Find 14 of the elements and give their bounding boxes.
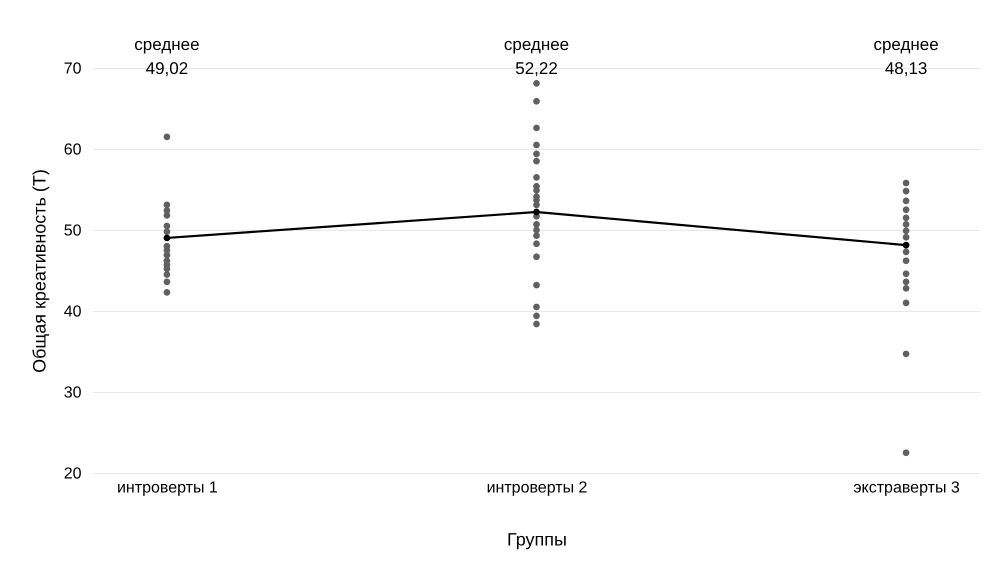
y-axis-title: Общая креативность (T) — [30, 169, 50, 373]
y-tick-label: 20 — [64, 466, 82, 482]
annotation: среднее 49,02 — [134, 35, 200, 78]
y-tick-label: 70 — [64, 60, 82, 78]
y-tick-label: 40 — [64, 304, 82, 320]
x-tick-label: интроверты 2 — [486, 480, 588, 496]
x-axis-title: Группы — [507, 530, 567, 550]
y-tick-label: 30 — [64, 384, 82, 402]
annotation: среднее 48,13 — [873, 35, 939, 78]
y-tick-label: 60 — [64, 142, 82, 158]
y-tick-label: 50 — [64, 222, 82, 240]
x-tick-label: интроверты 1 — [116, 480, 218, 496]
annotation: среднее 52,22 — [504, 35, 570, 78]
x-tick-label: экстраверты 3 — [853, 480, 960, 496]
